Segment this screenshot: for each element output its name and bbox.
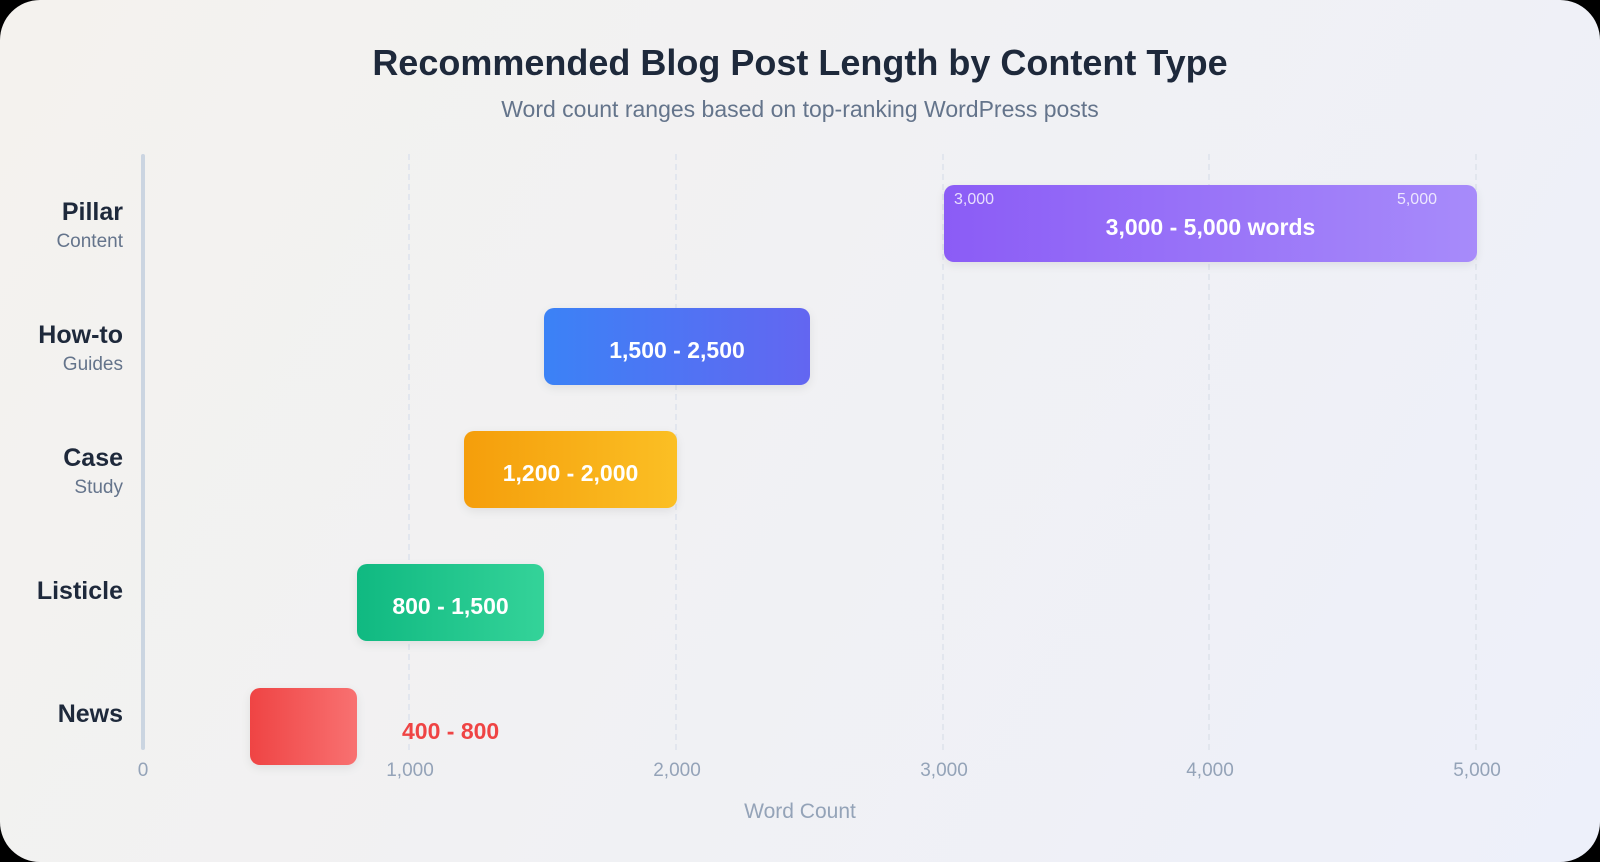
category-case: Case Study (63, 444, 123, 499)
x-tick: 1,000 (386, 760, 434, 781)
x-axis-label: Word Count (744, 800, 856, 823)
gridline-1000 (408, 154, 410, 750)
chart-title: Recommended Blog Post Length by Content … (372, 42, 1228, 83)
category-main: Pillar (61, 198, 123, 226)
gridline-3000 (942, 154, 944, 750)
x-tick: 3,000 (920, 760, 968, 781)
bar-case-study[interactable]: 1,200 - 2,000 (464, 431, 677, 508)
category-main: How-to (38, 321, 123, 349)
bar-listicle[interactable]: 800 - 1,500 (357, 564, 544, 641)
y-axis-line (141, 154, 145, 750)
bar-howto-guides[interactable]: 1,500 - 2,500 (544, 308, 810, 385)
category-listicle: Listicle (37, 577, 123, 606)
category-pillar: Pillar Content (56, 198, 123, 253)
category-main: News (57, 700, 123, 728)
category-news: News (58, 700, 123, 729)
bar-range-label: 800 - 1,500 (392, 593, 509, 619)
category-main: Case (63, 444, 123, 472)
category-sub: Guides (62, 354, 123, 375)
gridline-5000 (1475, 154, 1477, 750)
bar-news[interactable] (250, 688, 357, 765)
bar-pillar-content[interactable]: 3,000 5,000 3,000 - 5,000 words (944, 185, 1477, 262)
bar-range-label: 1,500 - 2,500 (609, 337, 745, 363)
x-tick: 5,000 (1453, 760, 1501, 781)
chart-subtitle: Word count ranges based on top-ranking W… (501, 96, 1099, 122)
bar-max-label: 5,000 (1396, 191, 1437, 208)
bar-range-label: 1,200 - 2,000 (502, 460, 639, 486)
bar-range-label: 3,000 - 5,000 words (1105, 214, 1316, 240)
gridline-4000 (1208, 154, 1210, 750)
bar-min-label: 3,000 (954, 191, 995, 208)
x-tick: 0 (137, 760, 149, 781)
x-tick: 4,000 (1186, 760, 1234, 781)
category-main: Listicle (36, 577, 123, 605)
category-sub: Study (74, 477, 123, 498)
category-howto: How-to Guides (38, 321, 123, 376)
category-sub: Content (56, 231, 123, 252)
x-tick: 2,000 (653, 760, 701, 781)
bar-news-range-label: 400 - 800 (402, 718, 500, 744)
